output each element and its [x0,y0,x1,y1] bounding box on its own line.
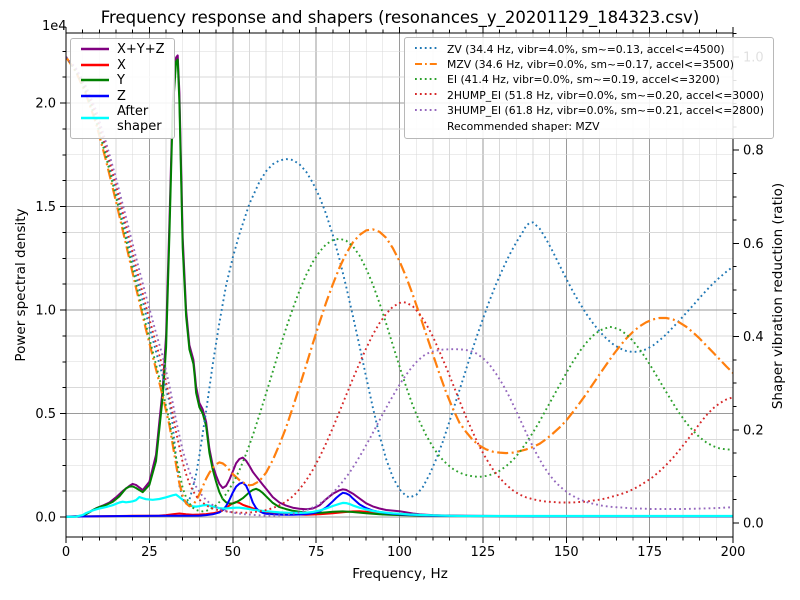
legend-item: After shaper [80,104,165,134]
legend-item: EI (41.4 Hz, vibr=0.0%, sm~=0.19, accel<… [414,73,764,88]
svg-text:25: 25 [141,545,158,560]
shaper-line-3hump_ei [66,56,733,517]
svg-text:2.0: 2.0 [35,97,56,112]
legend-item-label: After shaper [117,104,162,134]
legend-swatch-line [415,62,439,65]
svg-text:0.5: 0.5 [35,407,56,422]
legend-item-label: X+Y+Z [117,42,165,58]
legend-item: Z [80,88,165,106]
series [66,54,733,518]
legend-item: 3HUMP_EI (61.8 Hz, vibr=0.0%, sm~=0.21, … [414,104,764,119]
svg-text:0.0: 0.0 [743,517,764,532]
svg-text:0.8: 0.8 [743,144,764,159]
legend-item-label: X [117,57,126,73]
shaper-line-ei [66,56,733,513]
legend-swatch-line [81,116,109,120]
legend-item-label: 3HUMP_EI (61.8 Hz, vibr=0.0%, sm~=0.21, … [447,104,764,118]
legend-item-label: 2HUMP_EI (51.8 Hz, vibr=0.0%, sm~=0.20, … [447,88,764,102]
chart-title: Frequency response and shapers (resonanc… [100,8,700,27]
legend-shapers: ZV (34.4 Hz, vibr=4.0%, sm~=0.13, accel<… [404,37,774,140]
legend-recommended-shaper: Recommended shaper: MZV [447,120,600,134]
psd-line-y [66,58,733,518]
svg-text:0.2: 0.2 [743,423,764,438]
legend-item: Y [80,74,165,90]
svg-text:0.6: 0.6 [743,237,764,252]
legend-swatch-line [81,48,109,51]
legend-item-label: Y [117,73,125,89]
legend-swatch-line [81,94,109,97]
svg-text:75: 75 [308,545,325,560]
svg-text:0.4: 0.4 [743,330,764,345]
axis-ticks [60,27,739,543]
legend-item: X+Y+Z [80,43,165,59]
legend-item-label: ZV (34.4 Hz, vibr=4.0%, sm~=0.13, accel<… [447,42,725,56]
psd-line-after_shaper [66,493,733,518]
svg-text:200: 200 [721,545,746,560]
legend-item-label: EI (41.4 Hz, vibr=0.0%, sm~=0.19, accel<… [447,73,720,87]
svg-text:175: 175 [637,545,662,560]
svg-text:0: 0 [62,545,70,560]
legend-item: ZV (34.4 Hz, vibr=4.0%, sm~=0.13, accel<… [414,42,764,57]
shaper-line-2hump_ei [66,56,733,514]
legend-item-label: MZV (34.6 Hz, vibr=0.0%, sm~=0.17, accel… [447,58,734,72]
svg-text:125: 125 [470,545,495,560]
legend-psd: X+Y+Z X Y Z After shaper [70,38,175,140]
y-axis-offset-label: 1e4 [42,19,67,34]
legend-swatch-line [81,63,109,66]
legend-item: 2HUMP_EI (51.8 Hz, vibr=0.0%, sm~=0.20, … [414,88,764,103]
legend-item: MZV (34.6 Hz, vibr=0.0%, sm~=0.17, accel… [414,57,764,72]
svg-text:1.0: 1.0 [35,304,56,319]
shaper-line-zv [66,56,733,505]
legend-swatch-line [415,47,439,50]
legend-item-label: Z [117,88,126,104]
legend-swatch-line [415,77,439,80]
x-axis-label: Frequency, Hz [352,566,448,582]
svg-text:0.0: 0.0 [35,511,56,526]
shaper-line-mzv [66,56,733,508]
legend-item: X [80,57,165,75]
legend-swatch-line [415,108,439,111]
svg-text:150: 150 [554,545,579,560]
svg-text:50: 50 [224,545,241,560]
legend-swatch-line [81,79,109,82]
svg-text:1.5: 1.5 [35,200,56,215]
y-axis-left-label: Power spectral density [13,208,29,362]
legend-swatch-line [415,93,439,96]
svg-text:100: 100 [387,545,412,560]
